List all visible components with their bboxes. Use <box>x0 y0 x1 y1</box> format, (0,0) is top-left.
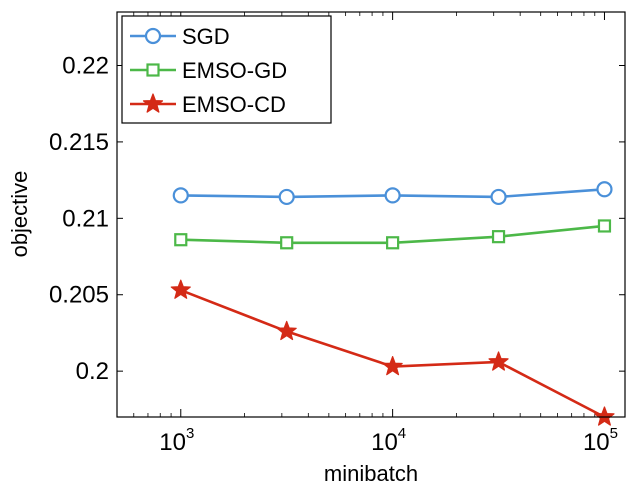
data-point <box>280 236 294 250</box>
series-emso-gd <box>174 219 612 250</box>
data-point <box>382 355 403 376</box>
series-layer <box>170 181 615 426</box>
x-tick-base: 10 <box>371 429 398 456</box>
series-sgd <box>172 181 613 206</box>
y-tick-label: 0.2 <box>76 358 109 385</box>
x-tick-exponent: 3 <box>186 425 194 442</box>
x-tick-exponent: 4 <box>398 425 406 442</box>
data-point <box>174 233 188 247</box>
data-point <box>594 406 615 426</box>
data-point <box>597 219 612 233</box>
y-axis-label: objective <box>7 171 32 258</box>
data-point <box>490 188 507 206</box>
data-point <box>386 236 400 250</box>
y-tick-label: 0.205 <box>49 282 109 309</box>
legend-item: EMSO-GD <box>130 58 287 83</box>
x-tick-exponent: 5 <box>610 425 618 442</box>
x-tick-base: 10 <box>159 429 186 456</box>
series-emso-cd <box>170 279 615 426</box>
legend-swatch-marker <box>146 63 160 77</box>
legend-swatch-marker <box>144 27 162 45</box>
x-tick-label: 103 <box>159 425 194 456</box>
data-point <box>491 230 506 244</box>
y-tick-label: 0.22 <box>62 52 109 79</box>
legend-item: EMSO-CD <box>130 92 286 117</box>
data-point <box>596 181 613 198</box>
data-point <box>488 351 509 371</box>
legend-label: EMSO-GD <box>182 58 287 83</box>
data-point <box>172 187 189 204</box>
x-axis-label: minibatch <box>324 461 418 486</box>
y-tick-label: 0.21 <box>62 205 109 232</box>
data-point <box>170 279 191 299</box>
x-tick-label: 105 <box>583 425 618 456</box>
plot-frame <box>116 11 626 418</box>
legend: SGD EMSO-GD EMSO-CD <box>121 15 332 124</box>
x-tick-base: 10 <box>583 429 610 456</box>
y-tick-label: 0.215 <box>49 129 109 156</box>
legend-item: SGD <box>130 24 230 49</box>
x-tick-label: 104 <box>371 425 406 456</box>
legend-label: SGD <box>182 24 230 49</box>
data-point <box>384 187 401 204</box>
legend-label: EMSO-CD <box>182 92 286 117</box>
data-point <box>278 188 295 206</box>
legend-swatch-marker <box>142 93 164 113</box>
data-point <box>276 320 297 341</box>
